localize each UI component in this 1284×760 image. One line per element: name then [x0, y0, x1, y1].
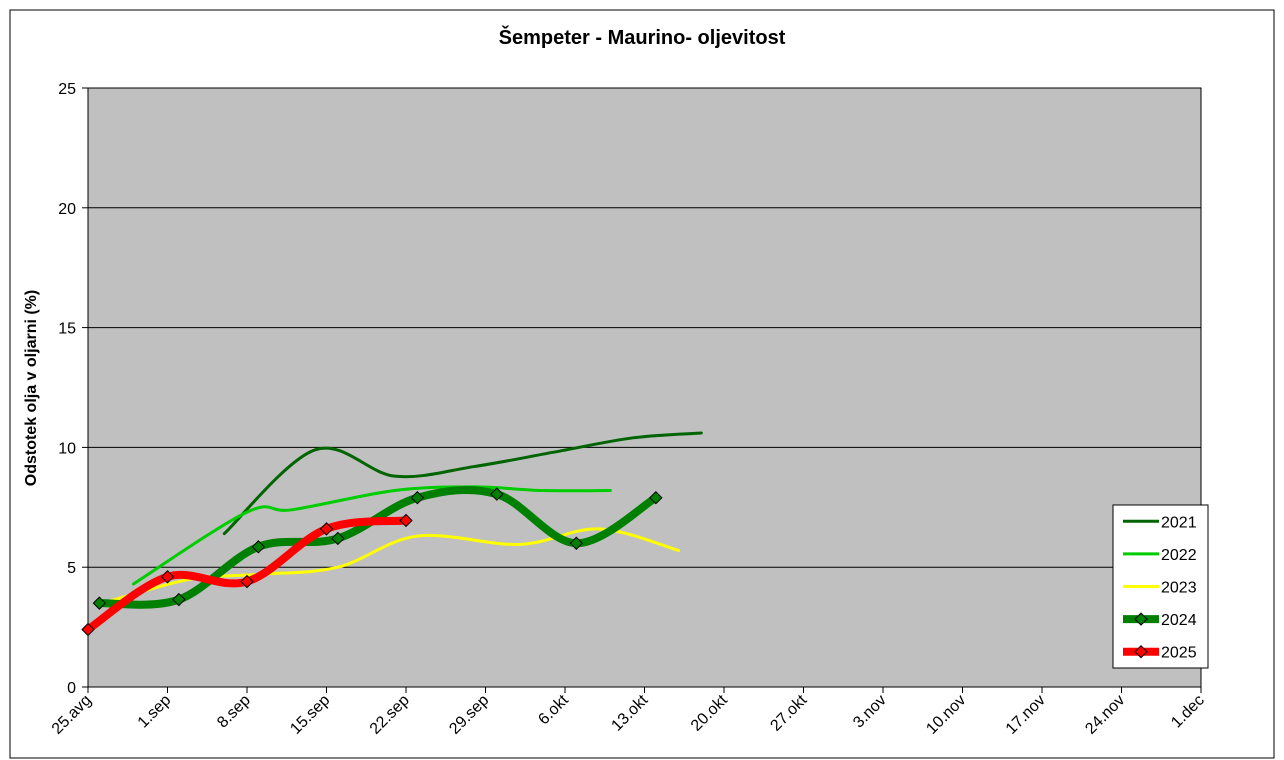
- data-point: [251, 540, 266, 554]
- plot-area: [87, 87, 1202, 688]
- data-point: [92, 596, 107, 610]
- data-point: [331, 531, 345, 546]
- y-tick-label: 5: [67, 560, 76, 577]
- legend-label: 2023: [1161, 580, 1197, 597]
- y-tick-label: 25: [58, 81, 76, 98]
- data-point: [240, 574, 254, 589]
- legend-label: 2024: [1161, 612, 1197, 629]
- data-point: [81, 622, 95, 637]
- data-point: [160, 570, 175, 584]
- data-point: [172, 592, 186, 607]
- legend-marker: [1134, 612, 1148, 626]
- legend-label: 2021: [1161, 514, 1197, 531]
- data-point: [569, 536, 584, 550]
- data-point: [410, 491, 425, 505]
- legend-label: 2022: [1161, 547, 1197, 564]
- series-line: [222, 431, 703, 536]
- y-tick-label: 15: [58, 321, 76, 338]
- data-point: [319, 522, 334, 536]
- y-tick-label: 10: [58, 440, 76, 457]
- data-point: [649, 491, 663, 505]
- series-line: [95, 485, 660, 609]
- series-line: [131, 485, 612, 586]
- data-point: [399, 513, 413, 528]
- data-point: [490, 487, 504, 501]
- legend-label: 2025: [1161, 645, 1197, 662]
- legend-marker: [1134, 644, 1148, 659]
- chart-title: Šempeter - Maurino- oljevitost: [499, 25, 786, 49]
- y-tick-label: 0: [67, 680, 76, 697]
- y-axis-label: Odstotek olja v oljarni (%): [23, 290, 40, 486]
- y-tick-label: 20: [58, 201, 76, 218]
